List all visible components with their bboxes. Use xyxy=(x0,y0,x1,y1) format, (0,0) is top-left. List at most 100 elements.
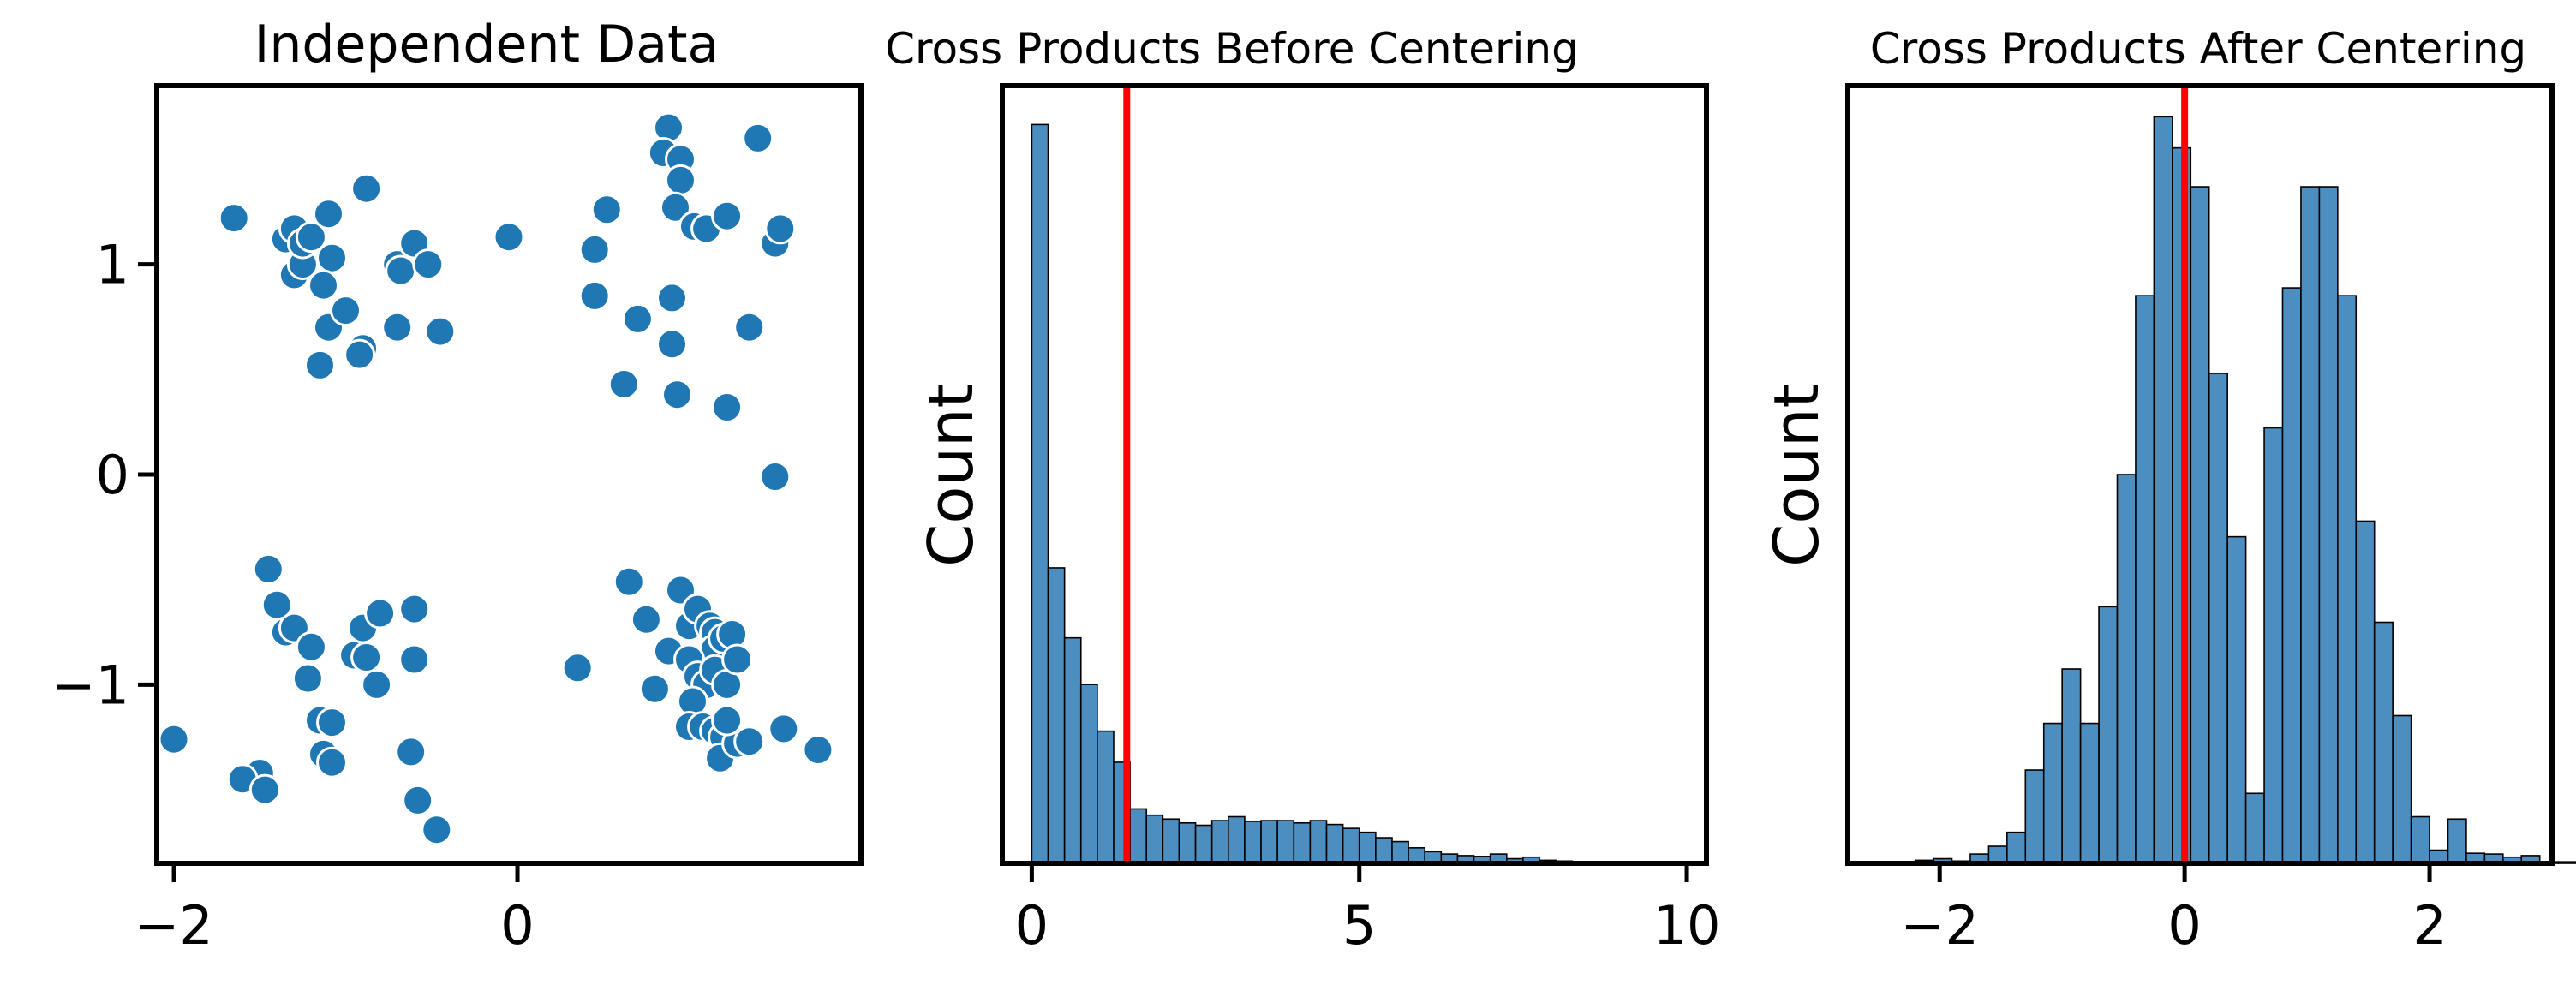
histogram-bar xyxy=(2300,186,2321,864)
scatter-title: Independent Data xyxy=(254,15,720,75)
scatter-point xyxy=(313,198,344,230)
scatter-point xyxy=(716,618,749,650)
histogram-after-title: Cross Products After Centering xyxy=(1870,24,2526,74)
scatter-plot-area: −1 0 1 −2 0 xyxy=(51,111,834,957)
histogram-bar xyxy=(2281,287,2302,864)
scatter-point xyxy=(304,349,336,381)
scatter-point xyxy=(308,269,339,301)
histogram-bar xyxy=(2116,474,2137,864)
histogram-bar xyxy=(2042,722,2063,864)
y-tick-label: 1 xyxy=(96,234,129,296)
y-tick-label: 0 xyxy=(96,444,129,506)
scatter-point xyxy=(578,279,611,312)
scatter-panel: Independent Data −1 0 1 −2 0 xyxy=(51,15,864,957)
scatter-point xyxy=(424,315,457,348)
histogram-bar xyxy=(1097,730,1115,864)
scatter-point xyxy=(656,328,688,361)
histogram-bar xyxy=(1325,823,1344,864)
histogram-bar xyxy=(1391,840,1409,864)
histogram-bar xyxy=(1079,684,1098,864)
histogram-bar xyxy=(1358,831,1377,864)
scatter-point xyxy=(590,194,623,226)
scatter-point xyxy=(316,707,348,739)
histogram-bar xyxy=(1293,821,1312,864)
x-tick-label: 0 xyxy=(2167,894,2201,957)
x-tick-label: 0 xyxy=(500,894,534,957)
scatter-point xyxy=(578,233,611,266)
histogram-bar xyxy=(1063,636,1082,864)
scatter-point xyxy=(721,643,754,676)
histogram-bar xyxy=(2208,373,2228,864)
scatter-point xyxy=(493,221,525,254)
histogram-bar xyxy=(1129,808,1148,864)
histogram-bar xyxy=(2061,668,2082,864)
histogram-bar xyxy=(1210,820,1229,864)
histogram-bar xyxy=(1031,123,1049,864)
scatter-point xyxy=(802,734,834,766)
histogram-bar xyxy=(1194,824,1213,864)
histogram-bar xyxy=(2337,295,2358,864)
histogram-after-ylabel: Count xyxy=(1760,384,1832,567)
scatter-point xyxy=(561,652,594,684)
histogram-bar xyxy=(2373,621,2394,864)
scatter-point xyxy=(361,668,393,701)
histogram-bar xyxy=(1309,820,1328,864)
histogram-before-plot-area: 0 5 10 xyxy=(1015,86,1721,957)
histogram-bar xyxy=(1342,827,1360,864)
scatter-point xyxy=(711,704,744,737)
scatter-point xyxy=(364,597,397,630)
histogram-after-frame xyxy=(1845,83,2555,866)
scatter-point xyxy=(381,311,414,343)
scatter-point xyxy=(638,672,671,705)
histogram-bar xyxy=(1145,814,1164,864)
histogram-bar xyxy=(2263,427,2284,864)
histogram-after-plot-area: −2 0 2 xyxy=(1901,86,2576,957)
scatter-point xyxy=(759,461,792,493)
scatter-point xyxy=(421,814,453,846)
histogram-bar xyxy=(1260,820,1278,864)
scatter-point xyxy=(711,200,744,232)
histogram-bar xyxy=(1276,820,1295,864)
histogram-bar xyxy=(1178,821,1197,864)
histogram-after-panel: Cross Products After Centering Count −2 0… xyxy=(1760,24,2576,957)
histogram-bar xyxy=(2392,714,2412,864)
histogram-bar xyxy=(1244,821,1262,864)
scatter-point xyxy=(398,643,431,676)
scatter-point xyxy=(316,746,348,779)
scatter-point xyxy=(733,311,766,343)
histogram-bar xyxy=(2098,606,2119,864)
scatter-point xyxy=(398,593,431,625)
histogram-bar xyxy=(1228,815,1246,864)
scatter-point xyxy=(350,642,383,673)
scatter-point xyxy=(295,630,327,663)
scatter-point xyxy=(660,191,691,224)
scatter-point xyxy=(385,254,417,287)
scatter-point xyxy=(656,282,688,314)
x-tick-label: 5 xyxy=(1342,894,1376,957)
histogram-bar xyxy=(2244,792,2265,864)
x-tick-label: 2 xyxy=(2412,894,2446,957)
scatter-point xyxy=(218,202,250,235)
scatter-point xyxy=(350,172,383,205)
scatter-point xyxy=(607,368,640,400)
scatter-point xyxy=(711,391,744,423)
histogram-bar xyxy=(2024,769,2045,864)
histogram-before-ylabel: Count xyxy=(915,384,987,567)
scatter-point xyxy=(295,221,327,254)
scatter-point xyxy=(248,773,281,806)
x-tick-label: 0 xyxy=(1015,894,1049,957)
scatter-point xyxy=(613,565,645,598)
scatter-point xyxy=(733,725,766,758)
scatter-point xyxy=(330,295,362,327)
scatter-point xyxy=(316,242,348,274)
histogram-bar xyxy=(2447,818,2467,864)
histogram-bar xyxy=(1162,818,1180,864)
scatter-point xyxy=(402,784,434,816)
histogram-before-frame xyxy=(1000,83,1709,866)
histogram-bar xyxy=(1375,837,1393,864)
scatter-point xyxy=(768,713,800,745)
scatter-point xyxy=(395,736,427,768)
y-tick-label: −1 xyxy=(51,654,129,716)
x-tick-label: 10 xyxy=(1653,894,1721,957)
